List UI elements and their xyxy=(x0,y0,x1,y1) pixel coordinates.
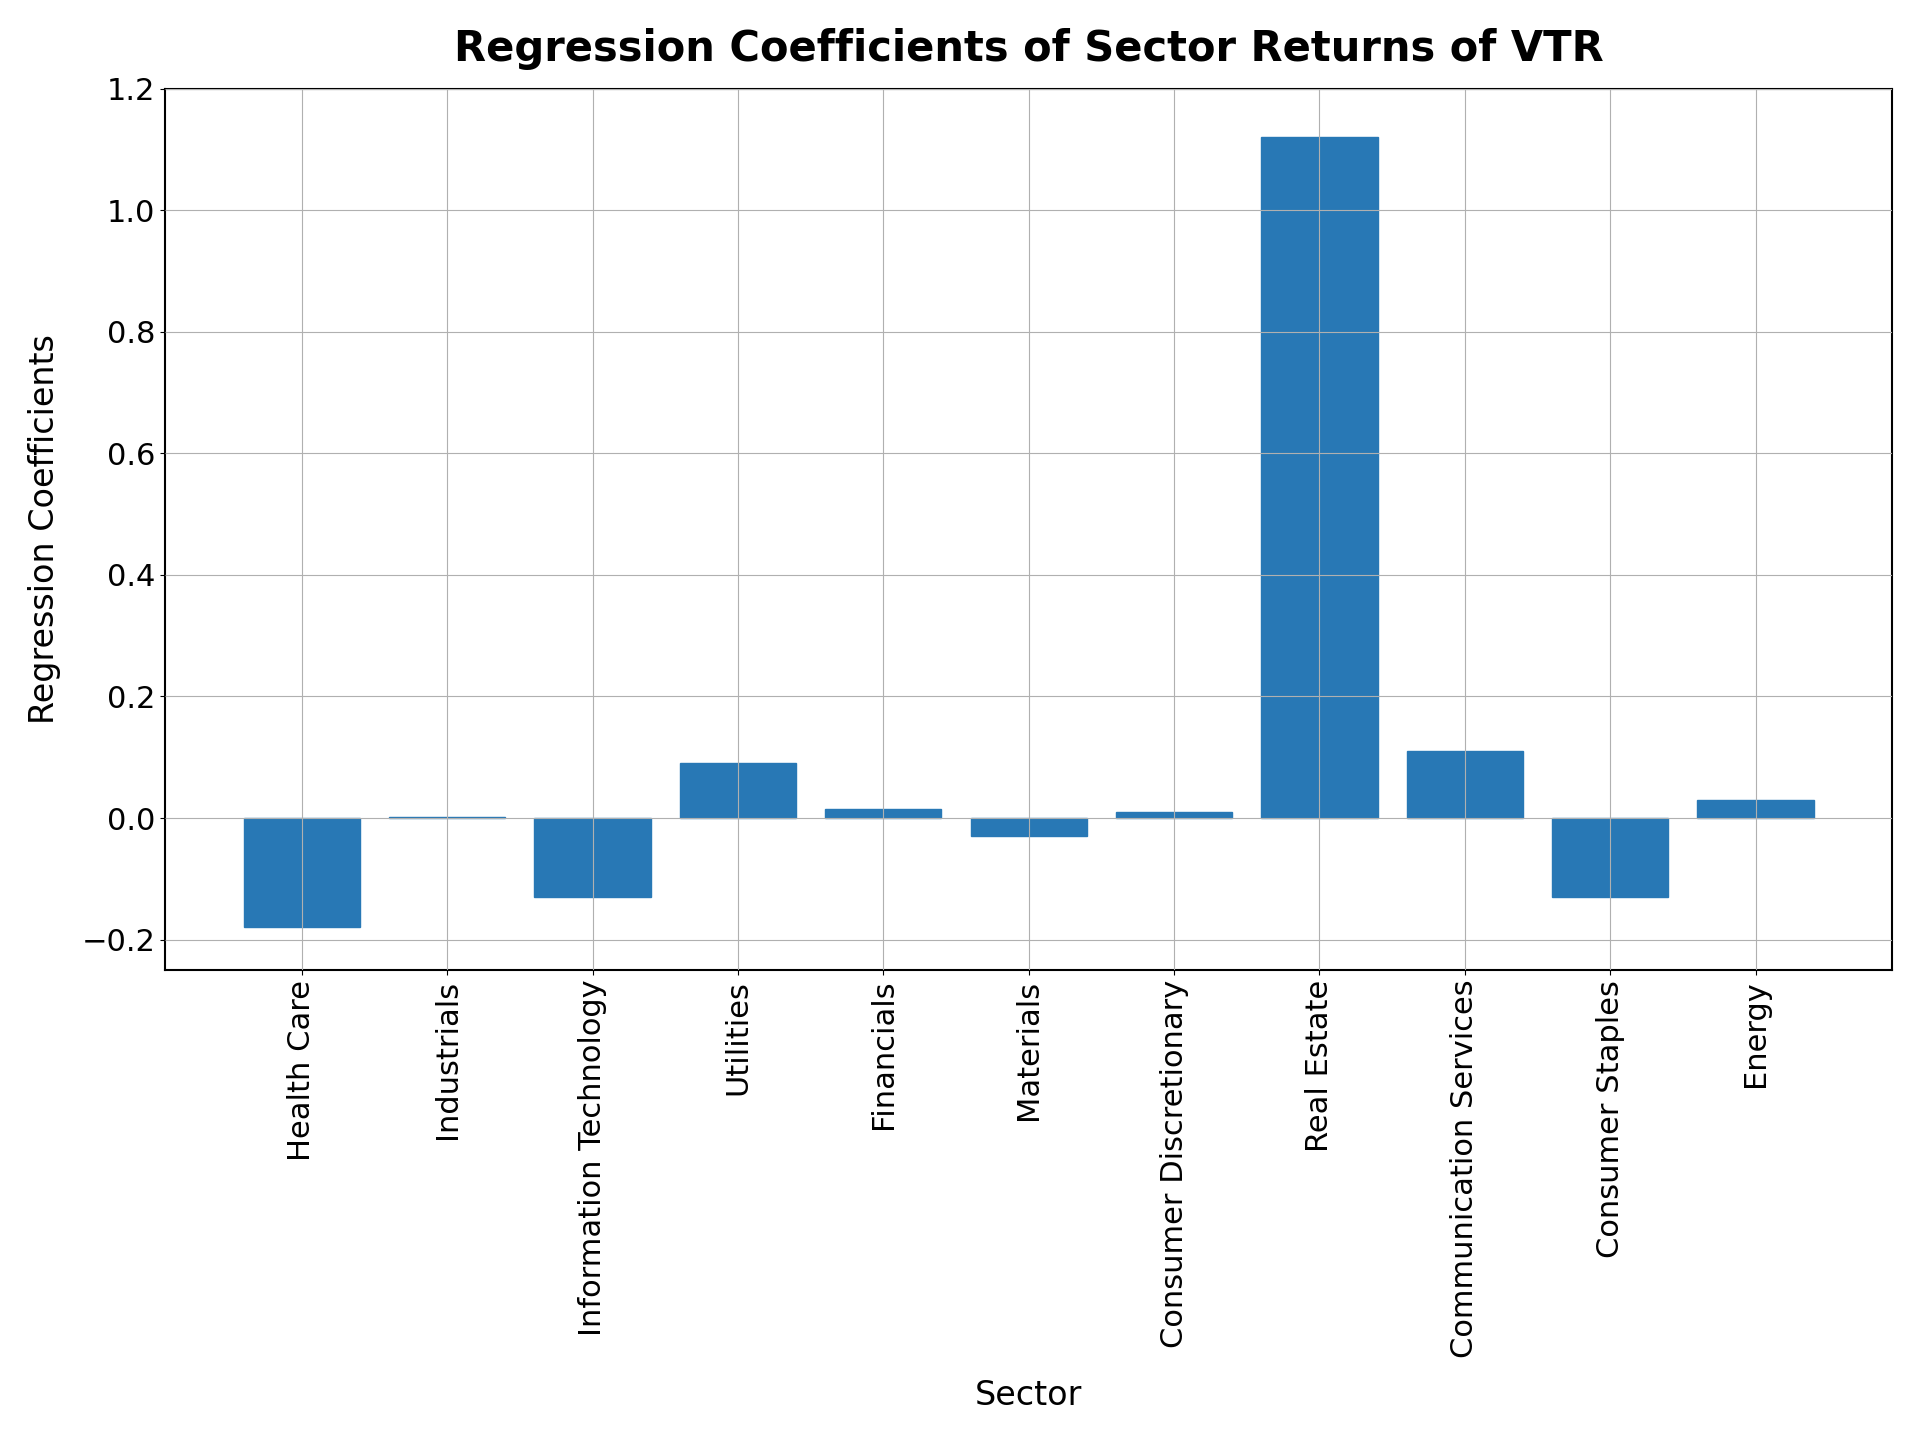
Bar xyxy=(1407,752,1523,818)
Bar xyxy=(826,809,941,818)
X-axis label: Sector: Sector xyxy=(975,1380,1083,1413)
Bar xyxy=(1697,799,1814,818)
Bar xyxy=(680,763,797,818)
Bar xyxy=(244,818,361,927)
Title: Regression Coefficients of Sector Returns of VTR: Regression Coefficients of Sector Return… xyxy=(453,27,1603,69)
Bar xyxy=(534,818,651,897)
Bar xyxy=(1116,812,1233,818)
Bar xyxy=(1261,137,1379,818)
Y-axis label: Regression Coefficients: Regression Coefficients xyxy=(27,334,61,724)
Bar xyxy=(972,818,1087,837)
Bar xyxy=(1551,818,1668,897)
